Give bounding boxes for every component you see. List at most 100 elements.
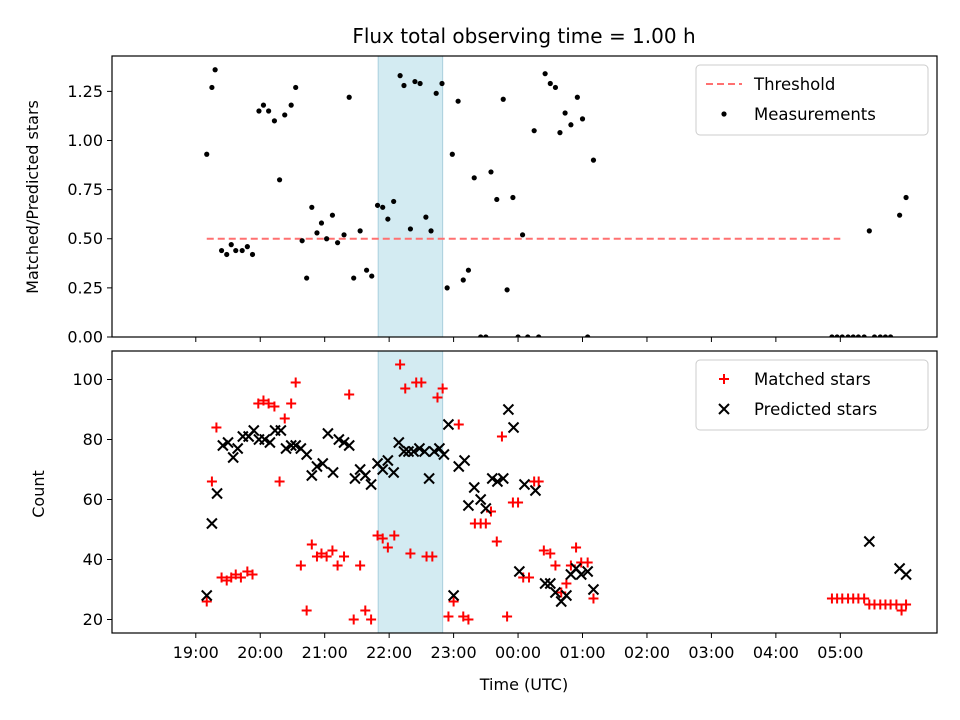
ratio-dot-point	[218, 247, 225, 254]
ratio-dot-point	[299, 238, 305, 244]
ratio-dot-point	[536, 334, 542, 337]
ratio-dot-point	[374, 202, 381, 208]
count-y-tick-label: 60	[83, 490, 103, 509]
ratio-dot-point	[488, 169, 494, 175]
count-x-point	[343, 439, 355, 452]
ratio-dot-point	[309, 204, 315, 210]
ratio-dot-point	[204, 151, 210, 157]
ratio-legend-box	[695, 64, 929, 136]
ratio-y-tick-label: 1.00	[67, 131, 103, 150]
ratio-dot-point	[590, 157, 597, 163]
ratio-dot-point	[504, 287, 510, 293]
count-x-point	[458, 454, 471, 467]
legend-measurements-swatch	[721, 111, 727, 117]
ratio-dot-point	[568, 122, 574, 128]
count-x-point	[468, 481, 480, 494]
count-x-point	[507, 421, 520, 434]
count-x-point	[474, 493, 487, 506]
ratio-dot-point	[417, 80, 423, 87]
ratio-dot-point	[266, 108, 272, 114]
count-x-point	[231, 442, 244, 455]
count-x-point	[322, 427, 334, 440]
ratio-dot-point	[850, 334, 856, 337]
ratio-dot-point	[233, 247, 239, 254]
count-x-point	[376, 463, 389, 476]
count-plus-point	[247, 569, 258, 580]
count-plus-point	[453, 419, 464, 430]
count-x-point	[222, 436, 234, 449]
count-plus-point	[372, 530, 383, 541]
count-plus-point	[405, 548, 416, 559]
ratio-dot-point	[531, 128, 537, 134]
count-x-point	[333, 433, 345, 446]
ratio-dot-point	[363, 267, 370, 273]
ratio-dot-point	[574, 94, 580, 100]
ratio-dot-point	[542, 71, 548, 77]
count-x-point	[407, 445, 420, 458]
y-axis-label-ratio: Matched/Predicted stars	[23, 100, 42, 294]
ratio-dot-point	[877, 334, 883, 337]
ratio-plot-area	[204, 56, 909, 337]
ratio-dot-point	[547, 80, 553, 87]
ratio-dot-point	[882, 334, 889, 337]
count-plus-point	[306, 539, 317, 550]
ratio-dot-point	[465, 267, 472, 273]
ratio-dot-point	[585, 334, 591, 337]
x-tick-label: 21:00	[302, 643, 348, 662]
count-y-tick-label: 20	[83, 610, 103, 629]
count-legend-box	[695, 359, 929, 431]
ratio-dot-point	[579, 116, 586, 122]
count-plus-point	[211, 422, 222, 433]
count-x-point	[211, 487, 223, 500]
count-x-point	[438, 448, 450, 461]
count-plus-point	[321, 551, 332, 562]
count-plus-point	[301, 605, 312, 616]
count-plus-point	[253, 398, 264, 409]
count-plus-point	[206, 476, 217, 487]
ratio-dot-point	[494, 196, 500, 203]
ratio-dot-point	[887, 334, 894, 337]
x-tick-label: 22:00	[366, 643, 412, 662]
count-plus-point	[896, 605, 907, 616]
ratio-dot-point	[288, 102, 294, 108]
count-x-point	[217, 439, 229, 452]
count-x-point	[863, 535, 876, 548]
ratio-dot-point	[276, 177, 283, 183]
ratio-dot-point	[385, 216, 391, 222]
count-plus-point	[201, 596, 212, 607]
ratio-dot-point	[334, 240, 341, 246]
count-x-point	[587, 583, 600, 596]
count-x-point	[418, 445, 431, 458]
count-plus-point	[389, 530, 400, 541]
ratio-dot-point	[845, 334, 851, 337]
ratio-dot-point	[244, 244, 250, 250]
x-tick-label: 00:00	[495, 643, 541, 662]
count-plus-point	[561, 578, 572, 589]
count-highlight-span	[377, 351, 444, 633]
count-y-tick-label: 80	[83, 430, 103, 449]
count-y-tick-label: 40	[83, 550, 103, 569]
count-plus-point	[545, 548, 556, 559]
x-tick-label: 02:00	[624, 643, 670, 662]
count-plus-point	[366, 614, 377, 625]
ratio-dot-point	[439, 80, 445, 87]
count-plus-point	[533, 476, 544, 487]
ratio-dot-point	[397, 73, 403, 79]
ratio-dot-point	[423, 214, 429, 220]
count-x-point	[486, 472, 498, 485]
x-tick-label: 23:00	[431, 643, 477, 662]
ratio-y-tick-label: 1.25	[67, 82, 103, 101]
count-x-point	[423, 472, 435, 485]
count-plus-point	[432, 392, 443, 403]
ratio-legend: Threshold Measurements	[695, 64, 929, 136]
count-plus-point	[290, 377, 301, 388]
count-plus-point	[269, 401, 280, 412]
count-x-point	[518, 478, 531, 491]
ratio-dot-point	[314, 230, 320, 236]
count-x-point	[201, 589, 213, 602]
ratio-dot-point	[369, 273, 375, 279]
count-x-point	[575, 568, 587, 581]
count-plus-point	[491, 536, 502, 547]
ratio-dot-point	[519, 232, 526, 238]
